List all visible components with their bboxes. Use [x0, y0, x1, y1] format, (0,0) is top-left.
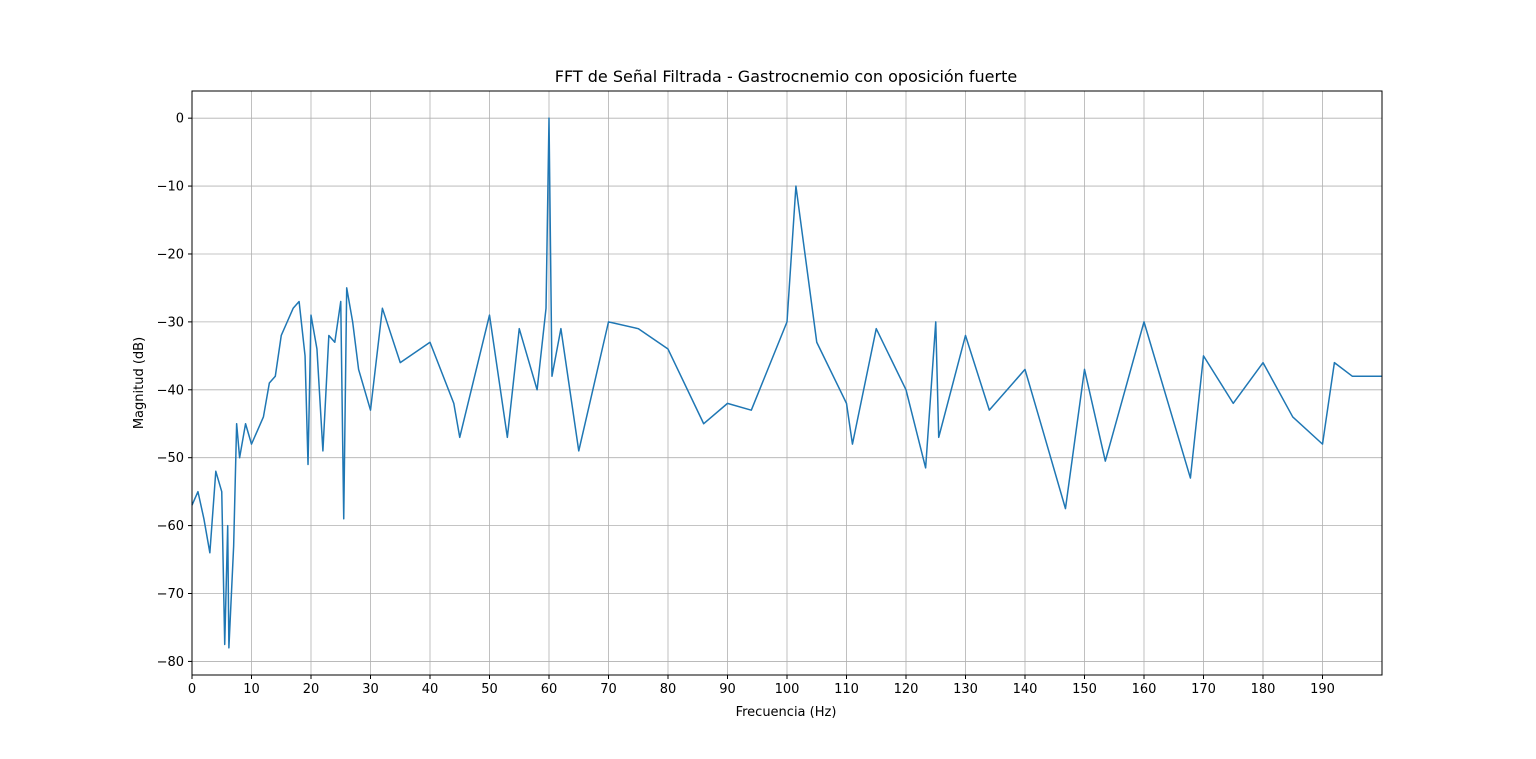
x-tick-label: 120: [894, 682, 919, 697]
x-tick-label: 110: [834, 682, 859, 697]
x-tick-label: 140: [1013, 682, 1038, 697]
y-tick-label: −40: [157, 383, 184, 398]
x-tick-label: 50: [481, 682, 498, 697]
grid-lines: [191, 91, 1382, 675]
x-tick-label: 40: [422, 682, 439, 697]
y-tick-label: 0: [176, 112, 184, 127]
chart-title: FFT de Señal Filtrada - Gastrocnemio con…: [555, 67, 1017, 86]
y-tick-label: −20: [157, 247, 184, 262]
y-axis-ticks: 0 −10 −20 −30 −40 −50 −60 −70 −80: [157, 112, 192, 670]
x-axis-label: Frecuencia (Hz): [736, 705, 837, 720]
x-tick-label: 0: [188, 682, 196, 697]
x-tick-label: 80: [660, 682, 677, 697]
fft-spectrum-line: [191, 117, 1382, 649]
x-tick-label: 170: [1191, 682, 1216, 697]
x-tick-label: 20: [303, 682, 320, 697]
x-tick-label: 100: [775, 682, 800, 697]
plot-area: [191, 117, 1382, 649]
x-tick-label: 150: [1072, 682, 1097, 697]
y-tick-label: −10: [157, 180, 184, 195]
x-tick-label: 30: [362, 682, 379, 697]
y-axis-label: Magnitud (dB): [132, 337, 147, 429]
x-tick-label: 130: [953, 682, 978, 697]
x-tick-label: 70: [600, 682, 617, 697]
x-tick-label: 160: [1132, 682, 1157, 697]
x-tick-label: 190: [1310, 682, 1335, 697]
x-tick-label: 10: [243, 682, 260, 697]
y-tick-label: −70: [157, 587, 184, 602]
y-tick-label: −30: [157, 315, 184, 330]
x-tick-label: 180: [1251, 682, 1276, 697]
x-tick-label: 60: [541, 682, 558, 697]
y-tick-label: −50: [157, 451, 184, 466]
x-tick-label: 90: [719, 682, 736, 697]
y-tick-label: −60: [157, 519, 184, 534]
y-tick-label: −80: [157, 655, 184, 670]
x-axis-ticks: 0 10 20 30 40 50 60 70 80 90 100 110 120 130 140 150 160…: [188, 675, 1335, 697]
